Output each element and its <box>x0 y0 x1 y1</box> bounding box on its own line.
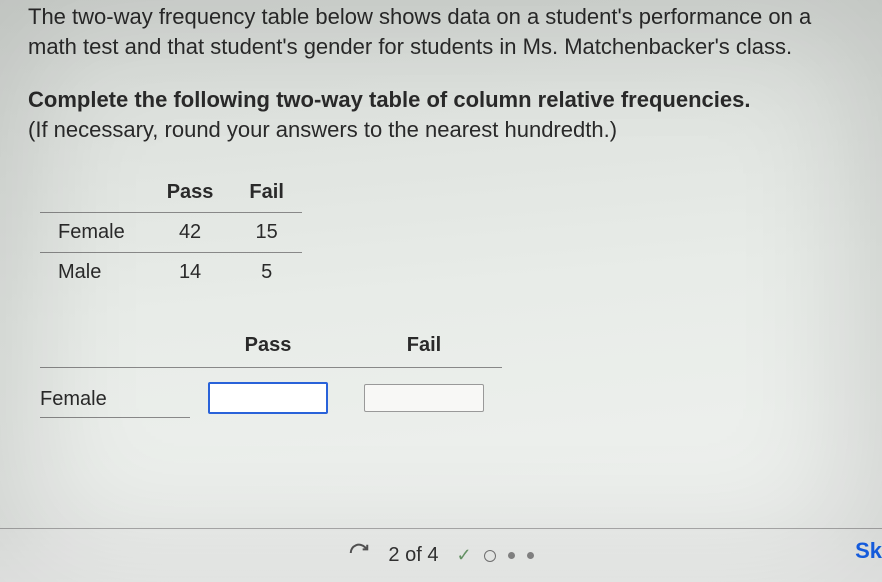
bottom-bar: 2 of 4 ✓ <box>0 528 882 582</box>
freq-row-label-male: Male <box>40 252 149 292</box>
freq-male-pass: 14 <box>149 252 232 292</box>
answer-row-label-female: Female <box>40 367 190 418</box>
instruction-sub: (If necessary, round your answers to the… <box>28 117 617 142</box>
answer-header-fail: Fail <box>346 328 502 368</box>
freq-row-label-female: Female <box>40 212 149 252</box>
check-icon: ✓ <box>456 545 471 566</box>
skip-label: Sk <box>855 538 882 563</box>
freq-header-fail: Fail <box>231 173 301 213</box>
progress-text: 2 of 4 <box>388 544 438 567</box>
freq-male-fail: 5 <box>231 252 301 292</box>
freq-female-fail: 15 <box>231 212 301 252</box>
progress-dot-pending <box>527 552 534 559</box>
frequency-table: Pass Fail Female 42 15 Male 14 5 <box>40 173 302 292</box>
problem-line-3: Matchenbacker's class. <box>564 34 792 59</box>
refresh-icon[interactable] <box>348 542 370 569</box>
progress-dot-current <box>484 550 496 562</box>
freq-female-pass: 42 <box>149 212 232 252</box>
answer-input-female-fail[interactable] <box>364 384 484 412</box>
answer-header-pass: Pass <box>190 328 346 368</box>
answer-table: Pass Fail Female <box>40 328 502 419</box>
table-row: Male 14 5 <box>40 252 302 292</box>
table-row: Female 42 15 <box>40 212 302 252</box>
problem-line-1: The two-way frequency table below shows … <box>28 4 633 29</box>
problem-statement: The two-way frequency table below shows … <box>28 0 854 61</box>
freq-blank-header <box>40 173 149 213</box>
answer-blank-header <box>40 328 190 368</box>
table-row: Female <box>40 367 502 418</box>
instruction-bold: Complete the following two-way table of … <box>28 87 750 112</box>
instruction: Complete the following two-way table of … <box>28 85 854 144</box>
skip-button[interactable]: Sk <box>843 532 882 570</box>
answer-input-female-pass[interactable] <box>208 382 328 414</box>
freq-header-pass: Pass <box>149 173 232 213</box>
progress-dot-pending <box>508 552 515 559</box>
